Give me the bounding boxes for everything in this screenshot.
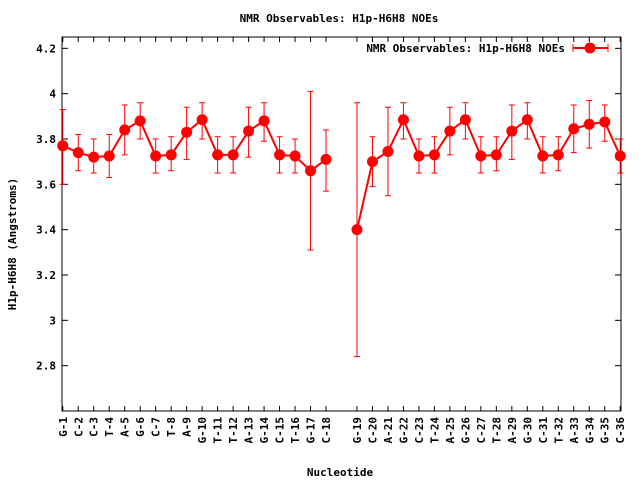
- x-tick-label: T-24: [428, 417, 441, 444]
- x-tick-label: A-9: [181, 417, 194, 437]
- data-point: [459, 114, 471, 126]
- data-point: [196, 114, 208, 126]
- x-tick-label: T-12: [227, 417, 240, 444]
- legend-swatch-marker: [584, 42, 596, 54]
- x-tick-label: T-8: [165, 417, 178, 437]
- y-tick-label: 3: [49, 314, 56, 327]
- x-axis-label: Nucleotide: [307, 466, 374, 479]
- x-tick-label: G-10: [196, 417, 209, 444]
- y-tick-label: 3.8: [36, 133, 56, 146]
- x-tick-label: C-3: [88, 417, 101, 437]
- x-tick-label: C-2: [72, 417, 85, 437]
- data-point: [537, 150, 549, 162]
- x-tick-label: A-25: [444, 417, 457, 444]
- data-point: [428, 149, 440, 161]
- x-tick-label: G-6: [134, 417, 147, 437]
- data-point: [351, 224, 363, 236]
- data-point: [413, 150, 425, 162]
- x-tick-label: C-7: [150, 417, 163, 437]
- x-tick-label: G-35: [599, 417, 612, 444]
- data-point: [150, 150, 162, 162]
- x-tick-label: G-22: [397, 417, 410, 444]
- legend: NMR Observables: H1p-H6H8 NOEs: [366, 42, 609, 55]
- data-point: [583, 118, 595, 130]
- x-tick-label: A-33: [568, 417, 581, 444]
- data-point: [490, 149, 502, 161]
- data-point: [134, 115, 146, 127]
- x-tick-label: A-13: [243, 417, 256, 444]
- data-point: [181, 126, 193, 138]
- data-point: [320, 153, 332, 165]
- data-point: [212, 149, 224, 161]
- x-tick-label: C-18: [320, 417, 333, 444]
- x-tick-label: T-28: [490, 417, 503, 444]
- x-tick-label: C-23: [413, 417, 426, 444]
- data-point: [366, 156, 378, 168]
- data-point: [521, 114, 533, 126]
- data-points: [57, 114, 626, 236]
- y-tick-label: 4: [49, 88, 56, 101]
- y-tick-label: 3.6: [36, 178, 56, 191]
- x-tick-label: G-14: [258, 417, 271, 444]
- x-tick-label: C-27: [475, 417, 488, 444]
- data-point: [274, 149, 286, 161]
- data-point: [57, 140, 69, 152]
- data-point: [599, 116, 611, 128]
- x-tick-label: G-30: [521, 417, 534, 444]
- data-point: [568, 123, 580, 135]
- legend-label: NMR Observables: H1p-H6H8 NOEs: [366, 42, 565, 55]
- y-axis-label: H1p-H6H8 (Angstroms): [6, 178, 19, 310]
- x-tick-label: A-5: [119, 417, 132, 437]
- y-tick-label: 2.8: [36, 360, 56, 373]
- data-point: [165, 149, 177, 161]
- x-axis: G-1 C-2 C-3 T-4 A-5 G-6 C-7 T-8 A-9 G-10 T-11 T-12 A…: [57, 37, 627, 444]
- y-tick-label: 4.2: [36, 42, 56, 55]
- series-line: [62, 117, 622, 230]
- data-point: [243, 125, 255, 137]
- x-tick-label: G-34: [583, 417, 596, 444]
- series-line-segment: [62, 118, 327, 173]
- x-tick-label: C-36: [614, 417, 627, 444]
- data-point: [614, 150, 626, 162]
- x-tick-label: C-20: [366, 417, 379, 444]
- data-point: [72, 147, 84, 159]
- data-point: [258, 115, 270, 127]
- x-tick-label: T-32: [552, 417, 565, 444]
- x-tick-label: A-29: [506, 417, 519, 444]
- x-tick-label: G-17: [305, 417, 318, 444]
- chart-title: NMR Observables: H1p-H6H8 NOEs: [240, 12, 439, 25]
- data-point: [227, 149, 239, 161]
- x-tick-label: T-16: [289, 417, 302, 444]
- data-point: [289, 150, 301, 162]
- x-tick-label: A-21: [382, 417, 395, 444]
- data-point: [119, 124, 131, 136]
- data-point: [103, 150, 115, 162]
- x-tick-label: T-4: [103, 417, 116, 437]
- data-point: [552, 149, 564, 161]
- x-tick-label: G-1: [57, 417, 70, 437]
- y-tick-label: 3.4: [36, 224, 56, 237]
- x-tick-label: C-15: [274, 417, 287, 444]
- data-point: [382, 145, 394, 157]
- series-line-segment: [356, 117, 622, 230]
- data-point: [475, 150, 487, 162]
- data-point: [506, 125, 518, 137]
- x-tick-label: T-11: [212, 417, 225, 444]
- x-tick-label: C-31: [537, 417, 550, 444]
- data-point: [88, 151, 100, 163]
- x-tick-label: G-26: [459, 417, 472, 444]
- y-tick-label: 3.2: [36, 269, 56, 282]
- data-point: [444, 125, 456, 137]
- data-point: [305, 165, 317, 177]
- plot-frame: [61, 36, 622, 412]
- x-tick-label: G-19: [351, 417, 364, 444]
- data-point: [397, 114, 409, 126]
- y-axis: 2.8 3 3.2 3.4 3.6 3.8 4 4.2: [36, 42, 621, 373]
